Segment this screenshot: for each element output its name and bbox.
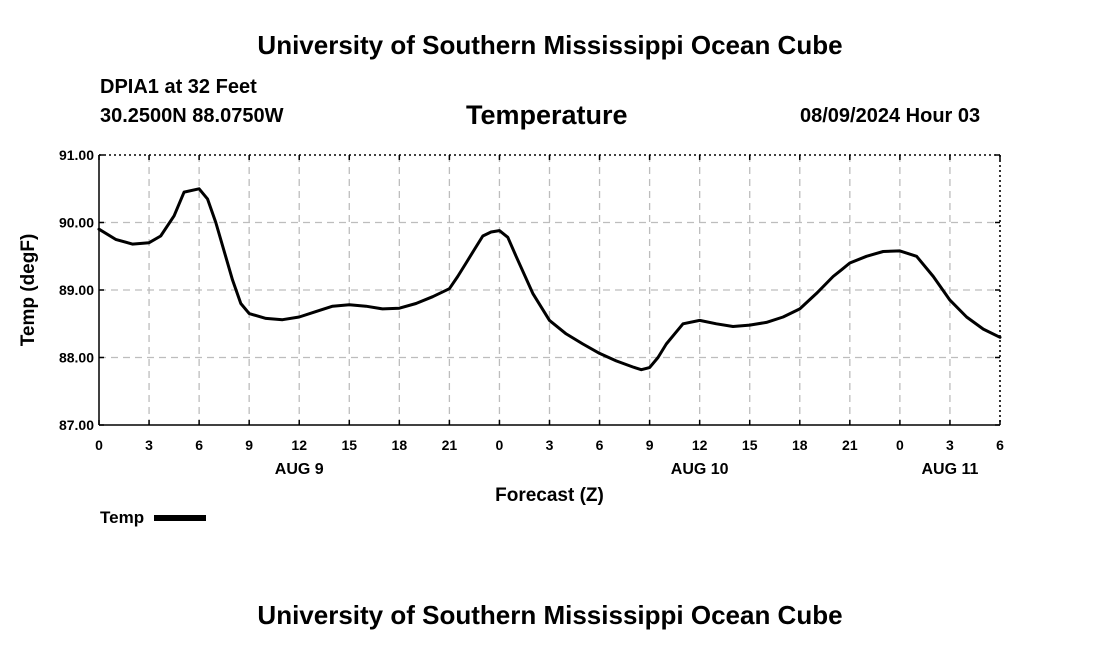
x-tick-label: 18 (392, 437, 408, 453)
x-tick-label: 6 (596, 437, 604, 453)
legend-label: Temp (100, 508, 145, 527)
x-tick-label: 21 (442, 437, 458, 453)
x-tick-label: 0 (95, 437, 103, 453)
x-tick-label: 3 (946, 437, 954, 453)
x-tick-label: 3 (145, 437, 153, 453)
x-tick-label: 12 (692, 437, 708, 453)
x-axis-label: Forecast (Z) (495, 485, 604, 506)
x-tick-label: 0 (896, 437, 904, 453)
x-tick-label: 9 (646, 437, 654, 453)
station-coordinates: 30.2500N 88.0750W (100, 105, 284, 127)
footer-title: University of Southern Mississippi Ocean… (257, 600, 843, 630)
date-label: AUG 11 (921, 461, 978, 478)
x-tick-label: 0 (496, 437, 504, 453)
y-tick-label: 87.00 (59, 417, 94, 433)
x-tick-label: 12 (291, 437, 307, 453)
y-tick-label: 91.00 (59, 147, 94, 163)
x-tick-label: 6 (996, 437, 1004, 453)
y-tick-label: 88.00 (59, 350, 94, 366)
chart-title: Temperature (466, 100, 628, 130)
x-tick-label: 9 (245, 437, 253, 453)
issue-timestamp: 08/09/2024 Hour 03 (800, 105, 981, 127)
y-axis-label: Temp (degF) (18, 234, 39, 347)
x-tick-label: 18 (792, 437, 808, 453)
series-line-temp (97, 187, 1002, 372)
date-label: AUG 9 (275, 461, 324, 478)
y-tick-label: 90.00 (59, 215, 94, 231)
legend: Temp (100, 508, 207, 528)
date-label: AUG 10 (671, 461, 729, 478)
y-tick-label: 89.00 (59, 282, 94, 298)
x-tick-label: 6 (195, 437, 203, 453)
x-tick-label: 21 (842, 437, 858, 453)
page-title: University of Southern Mississippi Ocean… (257, 30, 843, 60)
x-tick-label: 3 (546, 437, 554, 453)
legend-line-swatch (154, 515, 207, 521)
x-tick-label: 15 (341, 437, 357, 453)
station-name: DPIA1 at 32 Feet (100, 76, 257, 98)
x-tick-label: 15 (742, 437, 758, 453)
